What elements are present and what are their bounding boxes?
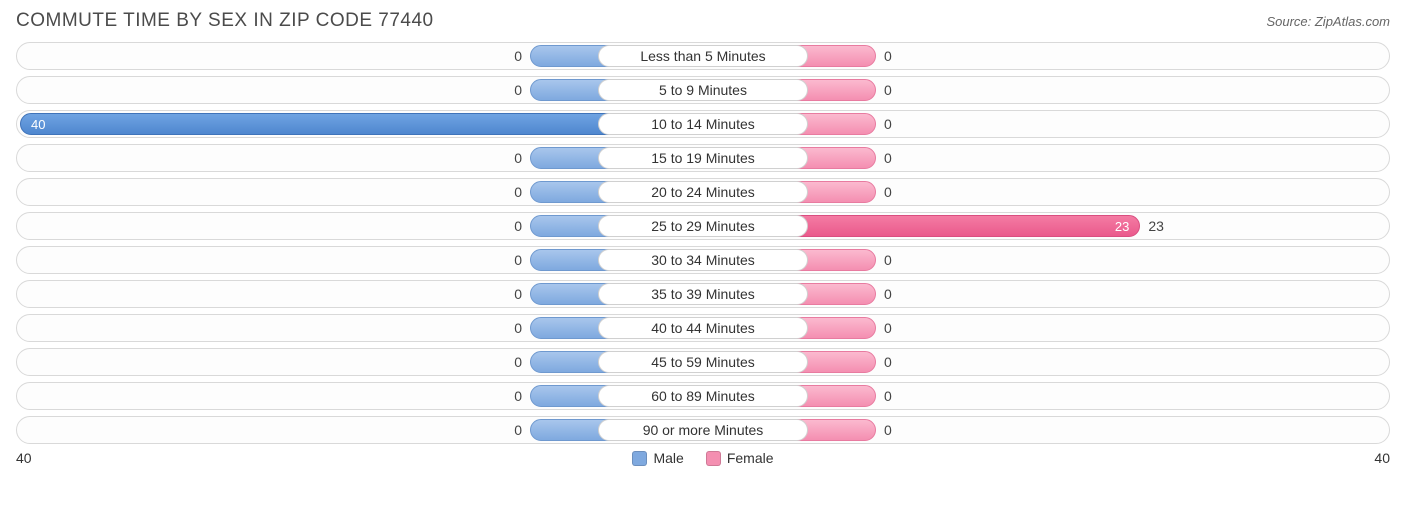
chart-row: 0 0 45 to 59 Minutes [16, 348, 1390, 376]
category-label: 20 to 24 Minutes [598, 181, 808, 203]
axis-left-max: 40 [16, 450, 76, 466]
chart-header: COMMUTE TIME BY SEX IN ZIP CODE 77440 So… [16, 10, 1390, 32]
legend-female: Female [706, 450, 774, 466]
category-label: 30 to 34 Minutes [598, 249, 808, 271]
chart-source: Source: ZipAtlas.com [1266, 14, 1390, 29]
female-value: 0 [876, 422, 900, 438]
male-value: 0 [506, 320, 530, 336]
female-value: 23 [1105, 216, 1139, 236]
chart-title: COMMUTE TIME BY SEX IN ZIP CODE 77440 [16, 10, 434, 32]
chart-row: 0 0 60 to 89 Minutes [16, 382, 1390, 410]
male-value: 0 [506, 184, 530, 200]
chart-legend: Male Female [76, 450, 1330, 466]
category-label: 40 to 44 Minutes [598, 317, 808, 339]
category-label: 5 to 9 Minutes [598, 79, 808, 101]
male-value: 0 [506, 218, 530, 234]
chart-row: 0 0 Less than 5 Minutes [16, 42, 1390, 70]
male-value: 0 [506, 82, 530, 98]
male-value: 0 [506, 286, 530, 302]
male-value: 0 [506, 422, 530, 438]
category-label: 45 to 59 Minutes [598, 351, 808, 373]
category-label: Less than 5 Minutes [598, 45, 808, 67]
chart-row: 0 0 40 to 44 Minutes [16, 314, 1390, 342]
male-value: 0 [506, 48, 530, 64]
legend-male: Male [632, 450, 683, 466]
female-value: 0 [876, 388, 900, 404]
female-value: 0 [876, 184, 900, 200]
category-label: 15 to 19 Minutes [598, 147, 808, 169]
female-value: 0 [876, 354, 900, 370]
category-label: 25 to 29 Minutes [598, 215, 808, 237]
category-label: 35 to 39 Minutes [598, 283, 808, 305]
chart-footer: 40 Male Female 40 [16, 450, 1390, 466]
chart-area: 0 0 Less than 5 Minutes 0 0 5 to 9 Minutes 40 0… [16, 42, 1390, 444]
category-label: 90 or more Minutes [598, 419, 808, 441]
chart-row: 40 0 10 to 14 Minutes [16, 110, 1390, 138]
chart-row: 0 0 35 to 39 Minutes [16, 280, 1390, 308]
category-label: 60 to 89 Minutes [598, 385, 808, 407]
legend-male-swatch [632, 451, 647, 466]
legend-female-label: Female [727, 450, 774, 466]
chart-row: 0 0 20 to 24 Minutes [16, 178, 1390, 206]
male-value: 0 [506, 388, 530, 404]
male-value: 0 [506, 252, 530, 268]
female-value: 0 [876, 48, 900, 64]
male-value: 0 [506, 150, 530, 166]
chart-row: 0 2323 25 to 29 Minutes [16, 212, 1390, 240]
male-value: 0 [506, 354, 530, 370]
legend-male-label: Male [653, 450, 683, 466]
female-value: 0 [876, 320, 900, 336]
female-value: 0 [876, 252, 900, 268]
female-value-outside: 23 [1140, 218, 1172, 234]
female-value: 0 [876, 286, 900, 302]
chart-row: 0 0 5 to 9 Minutes [16, 76, 1390, 104]
chart-row: 0 0 30 to 34 Minutes [16, 246, 1390, 274]
chart-row: 0 0 15 to 19 Minutes [16, 144, 1390, 172]
chart-row: 0 0 90 or more Minutes [16, 416, 1390, 444]
female-value: 0 [876, 116, 900, 132]
female-value: 0 [876, 82, 900, 98]
axis-right-max: 40 [1330, 450, 1390, 466]
legend-female-swatch [706, 451, 721, 466]
category-label: 10 to 14 Minutes [598, 113, 808, 135]
male-value: 40 [21, 114, 55, 134]
female-value: 0 [876, 150, 900, 166]
